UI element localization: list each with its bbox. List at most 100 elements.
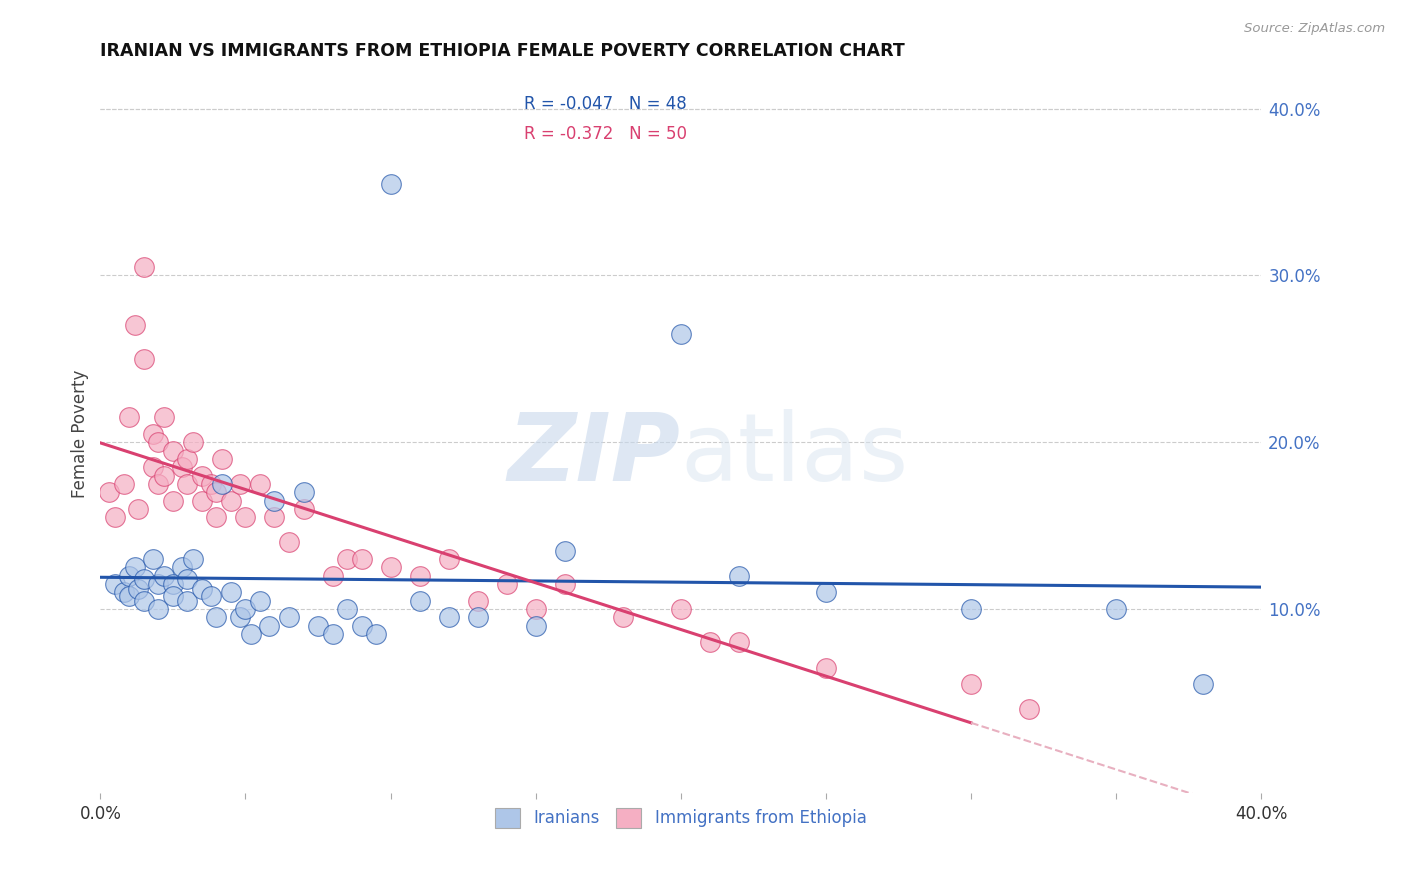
Point bbox=[162, 589, 184, 603]
Point bbox=[467, 594, 489, 608]
Point bbox=[322, 568, 344, 582]
Point bbox=[364, 627, 387, 641]
Point bbox=[153, 468, 176, 483]
Point bbox=[176, 572, 198, 586]
Point bbox=[380, 560, 402, 574]
Point bbox=[153, 410, 176, 425]
Point bbox=[191, 468, 214, 483]
Point bbox=[132, 260, 155, 274]
Point bbox=[292, 502, 315, 516]
Point bbox=[336, 552, 359, 566]
Point bbox=[437, 610, 460, 624]
Legend: Iranians, Immigrants from Ethiopia: Iranians, Immigrants from Ethiopia bbox=[488, 801, 873, 835]
Point bbox=[1105, 602, 1128, 616]
Point bbox=[148, 435, 170, 450]
Point bbox=[249, 594, 271, 608]
Point bbox=[148, 477, 170, 491]
Point bbox=[127, 502, 149, 516]
Point bbox=[98, 485, 121, 500]
Point bbox=[292, 485, 315, 500]
Point bbox=[495, 577, 517, 591]
Point bbox=[112, 477, 135, 491]
Point bbox=[118, 410, 141, 425]
Point bbox=[612, 610, 634, 624]
Point bbox=[142, 460, 165, 475]
Point bbox=[727, 635, 749, 649]
Point bbox=[278, 535, 301, 549]
Point bbox=[235, 510, 257, 524]
Point bbox=[191, 582, 214, 596]
Text: R = -0.372   N = 50: R = -0.372 N = 50 bbox=[524, 125, 688, 143]
Point bbox=[699, 635, 721, 649]
Point bbox=[524, 602, 547, 616]
Point bbox=[228, 477, 250, 491]
Point bbox=[669, 326, 692, 341]
Point bbox=[191, 493, 214, 508]
Point bbox=[249, 477, 271, 491]
Point bbox=[219, 585, 242, 599]
Point bbox=[132, 351, 155, 366]
Point bbox=[350, 552, 373, 566]
Point bbox=[960, 677, 983, 691]
Point bbox=[181, 552, 204, 566]
Point bbox=[1192, 677, 1215, 691]
Point bbox=[142, 426, 165, 441]
Point bbox=[263, 510, 285, 524]
Point bbox=[153, 568, 176, 582]
Text: Source: ZipAtlas.com: Source: ZipAtlas.com bbox=[1244, 22, 1385, 36]
Point bbox=[205, 510, 228, 524]
Point bbox=[181, 435, 204, 450]
Point bbox=[307, 619, 329, 633]
Point bbox=[205, 610, 228, 624]
Point bbox=[162, 493, 184, 508]
Point bbox=[211, 477, 233, 491]
Point bbox=[118, 568, 141, 582]
Point bbox=[112, 585, 135, 599]
Point bbox=[278, 610, 301, 624]
Point bbox=[132, 572, 155, 586]
Point bbox=[118, 589, 141, 603]
Point bbox=[176, 594, 198, 608]
Point bbox=[554, 543, 576, 558]
Point bbox=[408, 594, 430, 608]
Point bbox=[132, 594, 155, 608]
Text: R = -0.047   N = 48: R = -0.047 N = 48 bbox=[524, 95, 688, 113]
Point bbox=[176, 452, 198, 467]
Point bbox=[960, 602, 983, 616]
Point bbox=[162, 577, 184, 591]
Point bbox=[467, 610, 489, 624]
Point bbox=[170, 560, 193, 574]
Point bbox=[142, 552, 165, 566]
Text: atlas: atlas bbox=[681, 409, 910, 501]
Point bbox=[408, 568, 430, 582]
Point bbox=[211, 452, 233, 467]
Point bbox=[124, 318, 146, 333]
Point bbox=[257, 619, 280, 633]
Point bbox=[205, 485, 228, 500]
Point bbox=[235, 602, 257, 616]
Y-axis label: Female Poverty: Female Poverty bbox=[72, 370, 89, 498]
Point bbox=[170, 460, 193, 475]
Point bbox=[380, 177, 402, 191]
Point bbox=[104, 510, 127, 524]
Point bbox=[437, 552, 460, 566]
Point bbox=[127, 582, 149, 596]
Point bbox=[200, 589, 222, 603]
Point bbox=[336, 602, 359, 616]
Point bbox=[104, 577, 127, 591]
Point bbox=[727, 568, 749, 582]
Point bbox=[554, 577, 576, 591]
Text: IRANIAN VS IMMIGRANTS FROM ETHIOPIA FEMALE POVERTY CORRELATION CHART: IRANIAN VS IMMIGRANTS FROM ETHIOPIA FEMA… bbox=[100, 42, 905, 60]
Point bbox=[176, 477, 198, 491]
Point bbox=[1018, 702, 1040, 716]
Point bbox=[814, 660, 837, 674]
Point bbox=[240, 627, 263, 641]
Point bbox=[524, 619, 547, 633]
Point bbox=[263, 493, 285, 508]
Point bbox=[350, 619, 373, 633]
Point bbox=[814, 585, 837, 599]
Point bbox=[200, 477, 222, 491]
Point bbox=[124, 560, 146, 574]
Point bbox=[148, 577, 170, 591]
Point bbox=[669, 602, 692, 616]
